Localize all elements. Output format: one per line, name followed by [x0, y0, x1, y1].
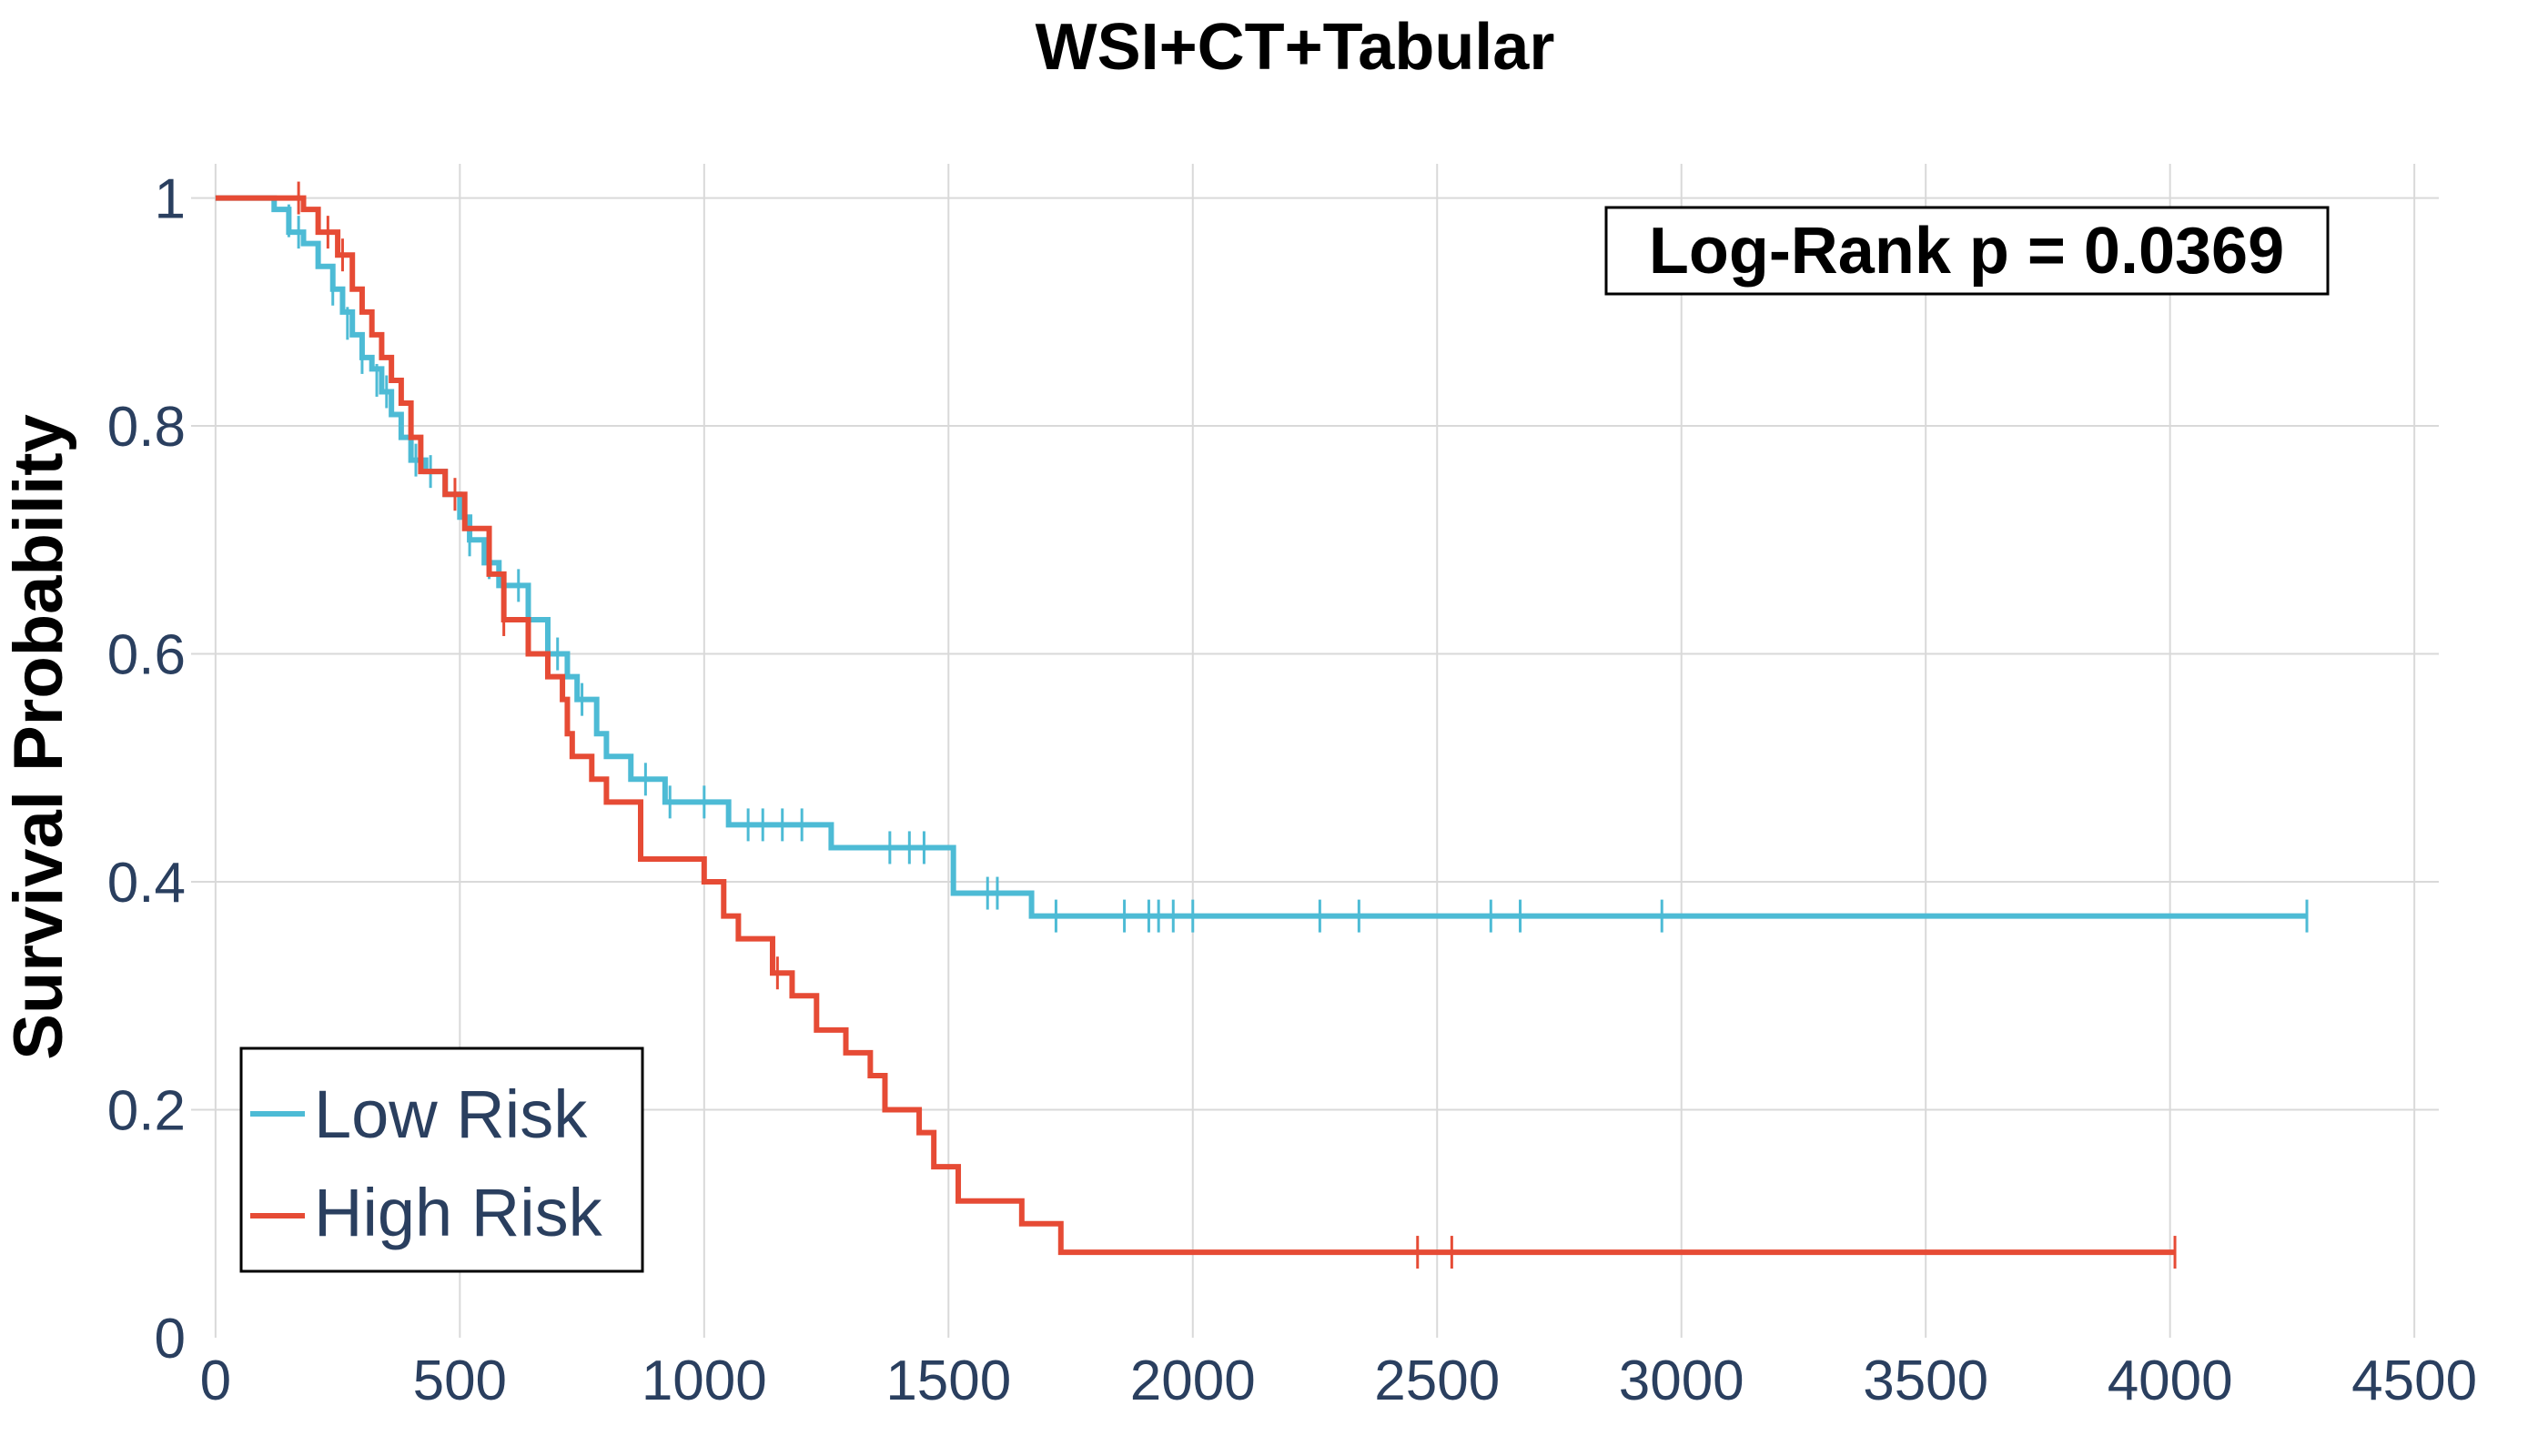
pvalue-annotation: Log-Rank p = 0.0369 [1604, 206, 2330, 296]
y-tick-label-0: 0 [155, 1308, 186, 1370]
km-curve-high-risk [215, 195, 2176, 1256]
x-tick-label-2500: 2500 [1374, 1350, 1500, 1412]
y-tick-label-1: 0.2 [107, 1080, 186, 1143]
x-tick-label-0: 0 [200, 1350, 231, 1412]
legend-label-high-risk: High Risk [314, 1175, 603, 1250]
y-tick-label-2: 0.4 [107, 852, 186, 915]
y-axis-label: Survival Probability [0, 414, 77, 1060]
series-high-risk [215, 181, 2177, 1269]
series-layer [215, 181, 2309, 1269]
km-curve-low-risk [215, 195, 2308, 919]
y-axis-ticks: 0 0.2 0.4 0.6 0.8 1 [107, 168, 186, 1370]
y-tick-label-3: 0.6 [107, 624, 186, 687]
x-tick-label-2000: 2000 [1130, 1350, 1256, 1412]
x-tick-label-500: 500 [413, 1350, 507, 1412]
x-tick-label-1000: 1000 [642, 1350, 767, 1412]
series-low-risk [215, 195, 2309, 933]
x-tick-label-4500: 4500 [2351, 1350, 2477, 1412]
y-tick-label-4: 0.8 [107, 396, 186, 459]
x-axis-ticks: 0 500 1000 1500 2000 2500 3000 3500 4000 4500 [200, 1350, 2478, 1412]
x-tick-label-3000: 3000 [1619, 1350, 1744, 1412]
y-tick-label-5: 1 [155, 168, 186, 231]
x-tick-label-3500: 3500 [1863, 1350, 1988, 1412]
pvalue-text: Log-Rank p = 0.0369 [1649, 215, 2284, 288]
x-tick-label-1500: 1500 [885, 1350, 1011, 1412]
x-tick-label-4000: 4000 [2108, 1350, 2233, 1412]
chart-title: WSI+CT+Tabular [1036, 11, 1555, 84]
legend-label-low-risk: Low Risk [314, 1077, 588, 1152]
legend: Low Risk High Risk [239, 1046, 644, 1273]
